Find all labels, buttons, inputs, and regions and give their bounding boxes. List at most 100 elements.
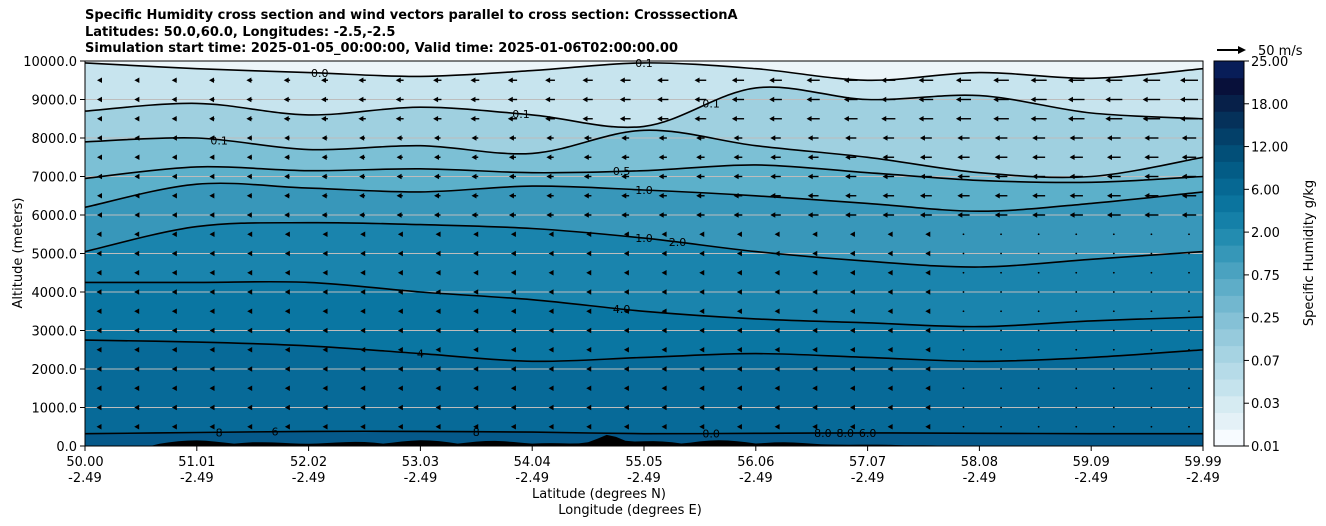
colorbar-swatch-8 (1214, 295, 1244, 313)
wind-vector-head (508, 135, 514, 141)
wind-vector-head (1067, 77, 1073, 84)
wind-vector-head (97, 173, 102, 180)
wind-vector-head (1105, 115, 1111, 122)
wind-vector-head (171, 154, 177, 161)
colorbar-tick-label-5: 2.00 (1251, 226, 1280, 241)
plot-area (85, 61, 1203, 446)
wind-vector-head (246, 115, 252, 122)
wind-vector-dot (1188, 252, 1190, 255)
contour-label-15: 8.0 (836, 427, 854, 440)
wind-vector-dot (1112, 329, 1115, 332)
wind-vector-head (397, 308, 403, 315)
wind-vector-head (887, 269, 893, 276)
wind-vector-head (887, 289, 893, 295)
wind-vector-head (1181, 154, 1187, 161)
wind-vector-dot (1112, 406, 1115, 409)
wind-vector-head (508, 154, 514, 161)
wind-vector-head (246, 135, 252, 141)
wind-vector-head (882, 173, 888, 180)
wind-vector-head (925, 327, 931, 334)
wind-vector-head (471, 173, 477, 180)
wind-vector-head (812, 269, 818, 276)
wind-vector-head (548, 404, 554, 411)
wind-vector-head (396, 192, 402, 199)
wind-vector-head (246, 154, 252, 161)
wind-vector-head (435, 346, 441, 353)
wind-vector-head (774, 346, 780, 353)
wind-vector-head (358, 77, 364, 84)
wind-vector-head (246, 173, 252, 180)
wind-vector-head (699, 269, 705, 276)
wind-vector-head (887, 250, 893, 257)
contour-label-0: 0.0 (311, 67, 329, 80)
wind-vector-head (546, 212, 552, 218)
wind-vector-head (658, 212, 664, 218)
wind-vector-head (171, 231, 177, 238)
wind-vector-head (359, 212, 365, 218)
wind-vector-head (957, 192, 963, 199)
wind-vector-head (134, 327, 140, 334)
wind-vector-head (434, 154, 440, 161)
wind-vector-head (247, 231, 253, 238)
wind-vector-head (586, 385, 592, 392)
wind-vector-dot (1000, 406, 1002, 409)
wind-vector-dot (1075, 368, 1078, 370)
wind-vector-head (919, 154, 925, 161)
wind-vector-head (396, 154, 402, 161)
wind-vector-head (507, 77, 513, 84)
wind-vector-head (1067, 96, 1073, 103)
wind-vector-head (507, 115, 513, 122)
wind-vector-head (881, 115, 887, 122)
wind-vector-head (881, 77, 887, 84)
wind-vector-head (171, 269, 177, 276)
wind-vector-dot (1150, 348, 1153, 351)
wind-vector-head (657, 96, 663, 103)
wind-vector-head (96, 250, 102, 257)
wind-vector-dot (1150, 368, 1153, 370)
wind-vector-head (471, 154, 477, 161)
wind-vector-head (360, 327, 366, 334)
wind-vector-head (845, 154, 851, 161)
wind-vector-dot (1150, 425, 1153, 428)
contour-line-0 (85, 62, 1203, 82)
wind-vector-head (736, 385, 742, 392)
contour-label-5: 0.5 (613, 165, 631, 178)
wind-vector-head (774, 366, 780, 372)
wind-vector-head (397, 404, 403, 411)
wind-vector-head (510, 366, 516, 372)
wind-vector-dot (962, 310, 965, 313)
wind-vector-head (1144, 173, 1150, 180)
wind-vector-dot (962, 291, 965, 293)
wind-vector-head (957, 154, 963, 161)
wind-vector-head (510, 308, 516, 315)
wind-vector-head (209, 250, 215, 257)
wind-vector-dot (1188, 406, 1190, 409)
wind-vector-head (171, 423, 177, 430)
wind-vector-head (1032, 135, 1038, 141)
wind-vector-head (812, 423, 818, 430)
y-tick-label-8: 8000.0 (32, 132, 78, 147)
wind-vector-head (171, 346, 177, 353)
wind-vector-head (1067, 115, 1073, 122)
wind-vector-head (774, 423, 780, 430)
y-tick-label-3: 3000.0 (32, 325, 78, 340)
wind-vector-head (736, 308, 742, 315)
wind-vector-head (246, 212, 252, 218)
wind-vector-head (849, 423, 855, 430)
wind-vector-dot (1000, 233, 1002, 236)
wind-vector-head (849, 269, 855, 276)
wind-vector-head (957, 173, 963, 180)
contour-label-12: 8 (216, 426, 223, 439)
wind-vector-head (1032, 173, 1038, 180)
colorbar-frame (1213, 60, 1245, 447)
wind-vector-head (770, 212, 776, 218)
wind-vector-head (209, 404, 215, 411)
wind-vector-head (919, 173, 925, 180)
wind-vector-head (134, 135, 140, 141)
wind-vector-head (736, 269, 742, 276)
wind-vector-head (807, 192, 813, 199)
colorbar-tick-label-8: 18.00 (1251, 98, 1288, 113)
x-axis-label-longitude: Longitude (degrees E) (558, 503, 702, 518)
wind-vector-dot (1188, 348, 1190, 351)
